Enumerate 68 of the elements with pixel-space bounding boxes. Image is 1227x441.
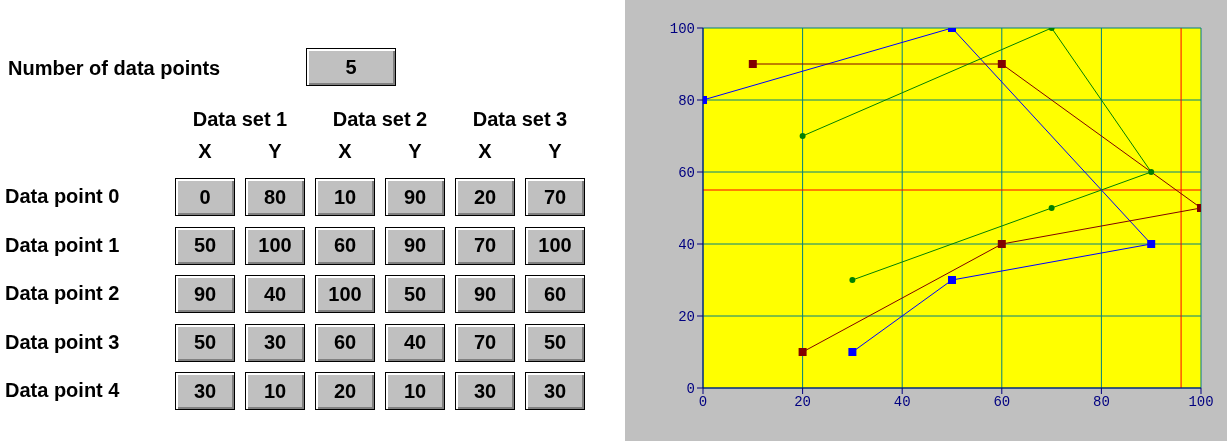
point	[1147, 240, 1156, 248]
text: 40	[245, 275, 305, 313]
point	[799, 133, 806, 139]
y-tick-label: 60	[678, 164, 695, 181]
text: 10	[385, 372, 445, 410]
text: Data set 3	[471, 108, 569, 131]
text: 100	[245, 226, 305, 265]
text: 90	[175, 275, 235, 313]
text: Data point 3	[5, 330, 120, 354]
x-tick-label: 40	[893, 393, 911, 410]
point	[948, 276, 956, 284]
text: Data point 0	[5, 185, 120, 208]
text: Data set 2	[331, 108, 429, 131]
text: Data set 1	[191, 108, 289, 131]
point	[997, 240, 1006, 248]
text: 30	[175, 372, 235, 410]
text: X	[477, 140, 493, 163]
y-tick-label: 80	[678, 92, 695, 109]
text: 90	[455, 275, 515, 313]
text: Y	[268, 140, 282, 162]
text: 80	[245, 178, 305, 216]
text: 90	[385, 226, 445, 265]
text: 60	[315, 226, 375, 265]
x-tick-label: 0	[698, 393, 708, 410]
text: Data point 1	[5, 233, 120, 257]
text: 10	[245, 372, 305, 410]
text: Number of data points	[8, 57, 221, 80]
text: X	[198, 140, 212, 162]
point	[1048, 205, 1055, 211]
point	[798, 348, 807, 356]
y-tick-label: 100	[669, 20, 695, 37]
text: 5	[306, 48, 396, 86]
x-tick-label: 100	[1188, 393, 1214, 410]
text: 40	[385, 323, 445, 362]
text: 50	[385, 275, 445, 313]
text: Y	[408, 140, 422, 162]
x-tick-label: 20	[794, 393, 812, 410]
y-tick-label: 20	[678, 308, 695, 325]
point	[748, 60, 757, 68]
text: 60	[315, 323, 375, 362]
text: 70	[455, 226, 515, 265]
text: 30	[525, 372, 585, 410]
text: 0	[175, 178, 235, 216]
point	[1148, 169, 1155, 175]
text: 50	[525, 323, 585, 362]
text: 70	[455, 323, 515, 362]
text: X	[338, 140, 352, 162]
text: 30	[245, 323, 305, 362]
text: 10	[315, 178, 375, 216]
text: 50	[175, 323, 235, 362]
text: Y	[547, 140, 563, 163]
text: 20	[455, 178, 515, 216]
text: 60	[525, 275, 585, 313]
text: 90	[385, 178, 445, 216]
text: 70	[525, 178, 585, 216]
x-tick-label: 80	[1092, 393, 1110, 410]
y-tick-label: 0	[686, 380, 695, 397]
text: 30	[455, 372, 515, 410]
y-tick-label: 40	[678, 236, 695, 253]
point	[849, 277, 856, 283]
point	[997, 60, 1006, 68]
text: Data point 4	[5, 379, 120, 402]
point	[848, 348, 857, 356]
x-tick-label: 60	[993, 393, 1011, 410]
text: Data point 2	[5, 282, 120, 305]
text: 50	[175, 226, 235, 265]
text: 100	[315, 275, 375, 313]
text: 100	[525, 226, 585, 265]
